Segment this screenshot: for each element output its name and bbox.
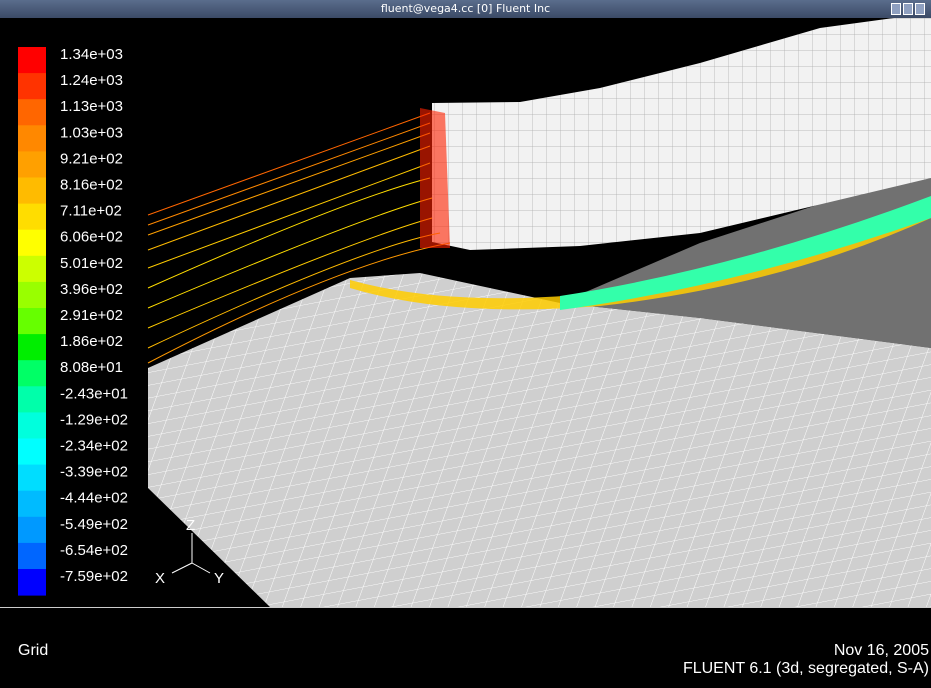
footer-version: FLUENT 6.1 (3d, segregated, S-A) — [683, 660, 929, 678]
color-swatch — [18, 386, 46, 413]
maximize-button[interactable] — [903, 3, 913, 15]
colorbar-label: 5.01e+02 — [60, 255, 123, 272]
color-swatch — [18, 47, 46, 74]
color-swatch — [18, 230, 46, 257]
color-swatch — [18, 334, 46, 361]
colorbar: 1.34e+03 1.24e+03 1.13e+03 1.03e+03 9.21e+02… — [18, 46, 128, 596]
page: fluent@vega4.cc [0] Fluent Inc 1.34e+031 — [0, 0, 931, 687]
color-swatch — [18, 178, 46, 205]
colorbar-label: 1.34e+03 — [60, 46, 123, 63]
colorbar-label: 1.86e+02 — [60, 333, 123, 350]
window-buttons[interactable] — [891, 3, 925, 15]
color-swatch — [18, 491, 46, 518]
close-button[interactable] — [915, 3, 925, 15]
geometry — [148, 18, 931, 607]
colorbar-label: 2.91e+02 — [60, 307, 123, 324]
color-swatch — [18, 465, 46, 492]
colorbar-label: 1.13e+03 — [60, 98, 123, 115]
color-swatch — [18, 256, 46, 283]
colorbar-label: 6.06e+02 — [60, 229, 123, 246]
colorbar-label: -4.44e+02 — [60, 490, 128, 507]
colorbar-label: -6.54e+02 — [60, 542, 128, 559]
minimize-button[interactable] — [891, 3, 901, 15]
colorbar-label: 1.03e+03 — [60, 124, 123, 141]
colorbar-label: -3.39e+02 — [60, 464, 128, 481]
colorbar-label: -2.34e+02 — [60, 437, 128, 454]
footer-date: Nov 16, 2005 — [834, 642, 929, 660]
viewport: 1.34e+03 1.24e+03 1.13e+03 1.03e+03 9.21e+02… — [0, 18, 931, 607]
color-swatch — [18, 125, 46, 152]
axis-label-y: Y — [214, 570, 224, 587]
title-bar: fluent@vega4.cc [0] Fluent Inc — [0, 0, 931, 18]
color-swatch — [18, 204, 46, 231]
color-swatch — [18, 569, 46, 596]
axis-label-x: X — [155, 570, 165, 587]
colorbar-label: -7.59e+02 — [60, 568, 128, 585]
axis-label-z: Z — [186, 517, 195, 534]
colorbar-label: 3.96e+02 — [60, 281, 123, 298]
colorbar-label: -5.49e+02 — [60, 516, 128, 533]
stagnation-region — [420, 108, 450, 248]
color-swatch — [18, 151, 46, 178]
color-swatch — [18, 99, 46, 126]
color-swatch — [18, 543, 46, 570]
footer: Grid Nov 16, 2005 FLUENT 6.1 (3d, segreg… — [0, 607, 931, 688]
color-swatch — [18, 73, 46, 100]
colorbar-label: 1.24e+03 — [60, 72, 123, 89]
color-swatch — [18, 517, 46, 544]
color-swatch — [18, 412, 46, 439]
window-title: fluent@vega4.cc [0] Fluent Inc — [381, 2, 550, 15]
color-swatch — [18, 360, 46, 387]
colorbar-label: 7.11e+02 — [60, 203, 122, 220]
colorbar-label: 8.16e+02 — [60, 176, 123, 193]
footer-left: Grid — [18, 642, 48, 660]
colorbar-label: -1.29e+02 — [60, 411, 128, 428]
colorbar-label: 8.08e+01 — [60, 359, 123, 376]
color-swatch — [18, 308, 46, 335]
color-swatch — [18, 439, 46, 466]
color-swatch — [18, 282, 46, 309]
colorbar-label: 9.21e+02 — [60, 150, 123, 167]
colorbar-label: -2.43e+01 — [60, 385, 128, 402]
